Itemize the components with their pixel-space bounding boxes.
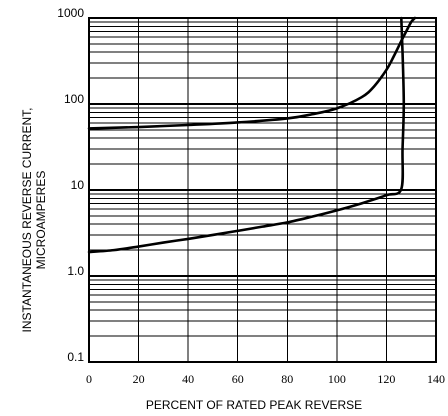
y-axis-label-line-1: INSTANTANEOUS REVERSE CURRENT, [20,108,34,333]
x-tick-labels: 0 20 40 60 80 100 120 140 [86,372,445,386]
y-axis-label: INSTANTANEOUS REVERSE CURRENT, MICROAMPE… [20,108,48,333]
x-tick-label: 120 [377,372,395,386]
plot-frame [88,17,437,363]
y-tick-labels: 0.1 1.0 10 100 1000 [57,6,84,364]
x-tick-label: 20 [133,372,145,386]
x-tick-label: 100 [328,372,346,386]
x-tick-label: 140 [427,372,445,386]
series-line-2 [87,16,406,254]
y-tick-label: 0.1 [67,350,84,364]
x-tick-label: 0 [86,372,92,386]
data-curves [87,16,417,254]
y-axis-label-line-2: MICROAMPERES [34,171,48,270]
y-tick-label: 10 [71,178,85,192]
x-tick-label: 60 [232,372,244,386]
x-axis-label: PERCENT OF RATED PEAK REVERSE [146,398,362,412]
x-tick-label: 40 [182,372,194,386]
x-tick-label: 80 [281,372,293,386]
y-tick-label: 1.0 [67,264,84,278]
y-tick-label: 1000 [57,6,84,20]
y-tick-label: 100 [64,92,84,106]
grid-lines [89,18,436,362]
series-line-1 [87,16,417,130]
